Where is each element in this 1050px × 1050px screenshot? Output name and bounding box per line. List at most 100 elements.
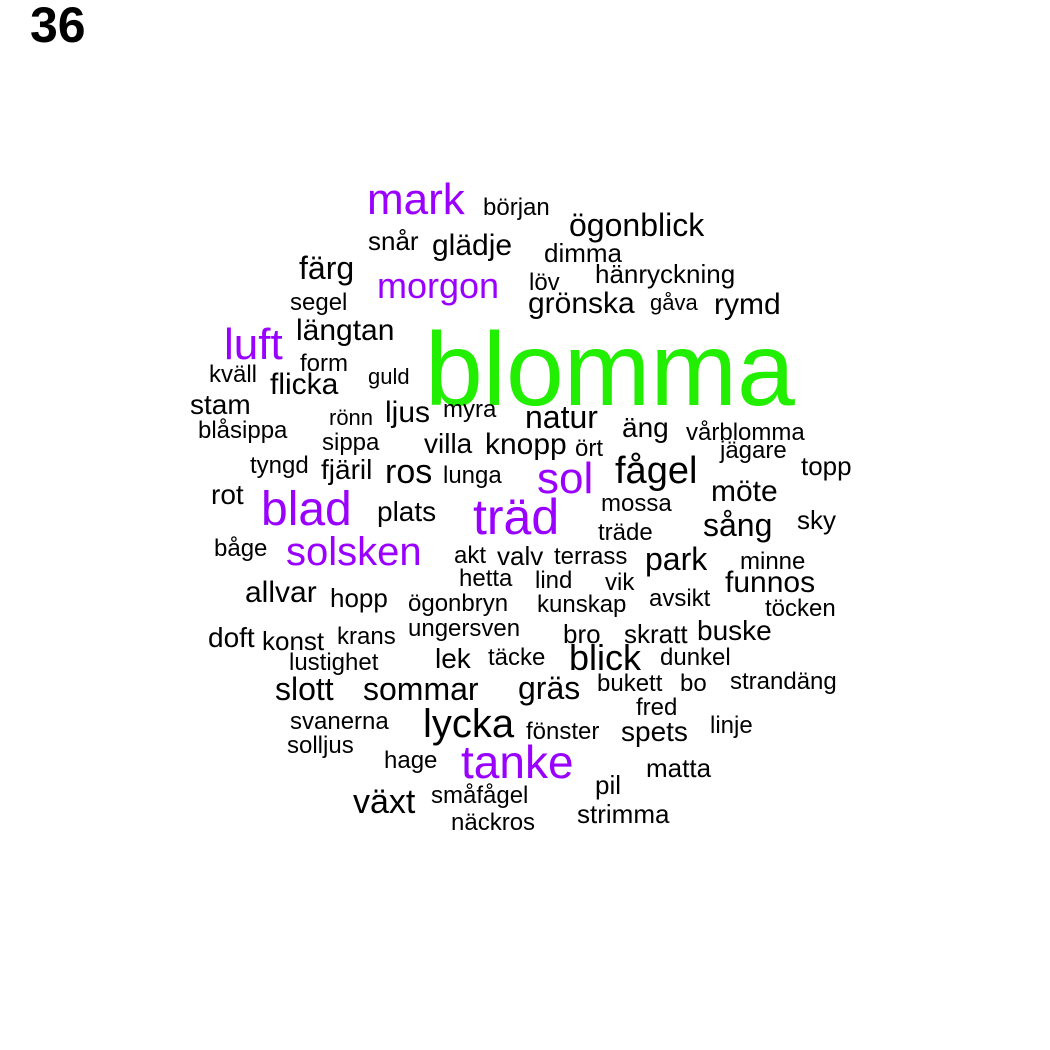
word-75: lustighet (289, 649, 379, 677)
word-22: form (300, 350, 348, 378)
word-69: doft (208, 621, 255, 653)
word-7: solsken (286, 530, 422, 575)
word-2: mark (367, 174, 465, 224)
word-20: rymd (714, 288, 781, 322)
word-63: hopp (330, 582, 388, 613)
word-83: bukett (597, 670, 663, 698)
word-60: vik (605, 569, 635, 597)
word-65: kunskap (537, 591, 627, 619)
word-15: löv (529, 269, 560, 297)
word-55: terrass (554, 543, 628, 571)
word-36: knopp (485, 428, 567, 462)
word-98: strimma (577, 798, 670, 829)
word-78: blick (569, 636, 642, 678)
word-23: kväll (209, 361, 258, 389)
word-11: snår (368, 225, 419, 256)
page-number: 36 (30, 0, 86, 53)
word-41: ros (385, 452, 433, 491)
word-61: funnos (725, 566, 816, 600)
word-44: topp (801, 450, 852, 481)
word-85: strandäng (730, 668, 837, 696)
word-95: pil (595, 769, 622, 800)
word-3: morgon (377, 264, 500, 306)
word-96: småfågel (431, 782, 529, 810)
word-18: grönska (528, 287, 635, 321)
word-81: sommar (363, 671, 479, 708)
word-94: matta (646, 752, 712, 783)
word-39: tyngd (250, 452, 309, 480)
word-99: näckros (451, 809, 536, 837)
word-38: jägare (720, 437, 787, 465)
word-59: lind (535, 567, 573, 595)
word-10: ögonblick (569, 207, 705, 244)
word-90: spets (621, 715, 688, 747)
word-6: blad (261, 483, 352, 537)
word-70: konst (262, 625, 325, 656)
word-72: bro (563, 618, 601, 649)
word-14: färg (299, 250, 355, 287)
word-37: ört (575, 435, 604, 463)
word-13: dimma (544, 237, 623, 268)
word-68: ungersven (408, 615, 521, 643)
word-86: fred (636, 694, 678, 722)
word-30: natur (525, 399, 598, 436)
word-76: lek (435, 642, 471, 674)
word-46: möte (711, 475, 778, 509)
word-0: blomma (425, 311, 795, 428)
word-66: avsikt (649, 585, 711, 613)
word-73: skratt (624, 618, 688, 649)
word-24: flicka (270, 368, 339, 402)
word-17: segel (290, 289, 348, 317)
word-97: växt (353, 782, 416, 821)
word-91: linje (710, 712, 753, 740)
word-58: hetta (459, 565, 513, 593)
word-8: tanke (461, 736, 574, 789)
word-12: glädje (432, 229, 513, 263)
word-27: rönn (329, 405, 374, 431)
word-79: dunkel (660, 644, 731, 672)
word-25: guld (368, 364, 410, 390)
word-93: hage (384, 747, 438, 775)
word-82: gräs (518, 670, 581, 707)
word-21: längtan (296, 314, 395, 348)
word-54: valv (497, 540, 544, 571)
word-16: hänryckning (595, 258, 736, 289)
word-26: stam (190, 388, 251, 420)
word-87: svanerna (290, 708, 389, 736)
word-64: ögonbryn (408, 590, 509, 618)
word-42: lunga (443, 462, 502, 490)
word-74: buske (697, 614, 772, 646)
word-49: sång (703, 507, 773, 544)
word-32: vårblomma (686, 419, 805, 447)
word-45: rot (211, 478, 244, 510)
word-19: gåva (650, 290, 698, 316)
word-1: träd (473, 489, 560, 545)
word-33: blåsippa (198, 417, 288, 445)
word-77: täcke (488, 644, 546, 672)
word-9: början (483, 194, 550, 222)
word-67: töcken (765, 595, 836, 623)
word-62: allvar (245, 576, 317, 610)
word-71: krans (337, 623, 396, 651)
word-31: äng (622, 411, 669, 443)
word-53: akt (454, 542, 487, 570)
word-84: bo (680, 670, 707, 698)
word-80: slott (275, 671, 334, 708)
word-50: sky (797, 504, 836, 535)
word-48: mossa (601, 490, 672, 518)
word-34: sippa (322, 429, 380, 457)
word-43: fågel (615, 450, 698, 493)
word-28: ljus (385, 396, 431, 430)
word-57: minne (740, 548, 806, 576)
word-47: plats (377, 495, 437, 527)
word-56: park (645, 541, 708, 578)
word-35: villa (424, 427, 473, 459)
word-89: fönster (526, 718, 600, 746)
word-51: träde (598, 519, 653, 547)
word-5: sol (537, 453, 594, 503)
word-29: myra (443, 396, 497, 424)
word-92: solljus (287, 732, 354, 760)
word-52: båge (214, 535, 268, 563)
